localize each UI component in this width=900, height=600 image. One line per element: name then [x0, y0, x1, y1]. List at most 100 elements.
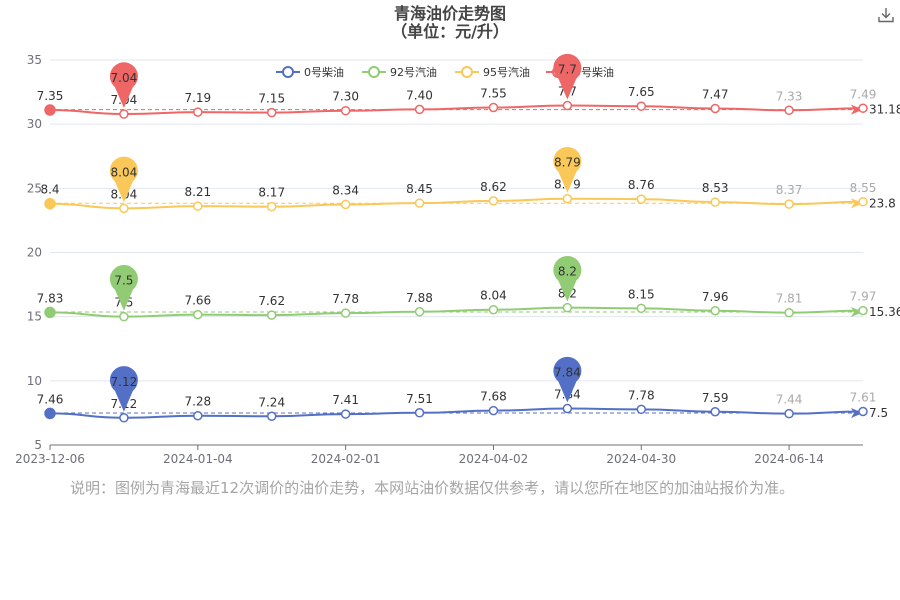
data-point — [193, 410, 203, 421]
average-arrow — [851, 306, 863, 317]
extremum-pin: 8.04 — [109, 156, 138, 203]
series-line — [49, 306, 864, 318]
data-label: 7.44 — [776, 393, 803, 407]
data-point — [488, 196, 499, 206]
data-label: 7.97 — [850, 290, 877, 304]
data-label: 7.65 — [628, 85, 655, 99]
average-label: 15.36 — [869, 305, 900, 319]
data-point — [414, 307, 425, 317]
pin-label: 7.7 — [558, 63, 577, 77]
extremum-pin: 7.84 — [553, 356, 582, 403]
data-label: 8.62 — [480, 180, 507, 194]
data-point — [710, 197, 720, 207]
data-label: 7.55 — [480, 86, 507, 100]
data-point — [119, 109, 129, 119]
data-point — [266, 310, 277, 320]
y-tick-label: 10 — [27, 374, 42, 388]
legend-label: 95号汽油 — [483, 65, 530, 79]
legend-marker — [368, 66, 380, 78]
data-label: 7.81 — [776, 292, 803, 306]
data-point — [562, 302, 573, 313]
average-arrow — [851, 104, 863, 115]
series-line — [49, 407, 864, 419]
data-point — [710, 407, 720, 417]
legend-marker — [282, 66, 294, 78]
data-point — [636, 101, 647, 111]
data-point — [710, 103, 720, 114]
legend-label: 92号汽油 — [390, 65, 437, 79]
data-label: 7.40 — [406, 88, 433, 102]
x-tick-label: 2024-02-01 — [311, 452, 381, 466]
data-point — [488, 102, 499, 113]
data-point — [562, 193, 573, 204]
pin-shape — [553, 147, 582, 193]
y-tick-label: 30 — [27, 117, 42, 131]
data-point — [340, 409, 351, 419]
extremum-pin: 8.79 — [553, 147, 582, 193]
data-label: 7.88 — [406, 291, 433, 305]
x-tick-label: 2024-04-02 — [459, 452, 529, 466]
data-point — [266, 201, 277, 212]
legend-marker — [461, 66, 473, 78]
pin-label: 7.84 — [554, 366, 581, 380]
data-label: 7.78 — [628, 388, 655, 402]
pin-label: 7.5 — [114, 274, 133, 288]
data-label: 8.37 — [776, 183, 803, 197]
data-label: 8.45 — [406, 182, 433, 196]
average-arrow — [851, 407, 863, 418]
pin-shape — [553, 53, 582, 100]
series-line — [49, 197, 864, 210]
extremum-pin: 8.2 — [553, 255, 582, 302]
data-point — [784, 199, 794, 209]
data-point — [414, 198, 425, 208]
data-label: 8.04 — [480, 289, 507, 303]
data-label: 7.47 — [702, 88, 729, 102]
chart-subtitle: （单位：元/升） — [391, 22, 509, 41]
data-label: 7.19 — [184, 91, 211, 105]
data-label: 7.46 — [37, 392, 64, 406]
data-label: 8.76 — [628, 178, 655, 192]
y-tick-label: 25 — [27, 181, 42, 195]
data-point — [414, 408, 425, 418]
data-label: 7.41 — [332, 393, 359, 407]
data-point — [44, 104, 56, 116]
extremum-pin: 7.7 — [553, 53, 582, 100]
data-point — [562, 403, 573, 414]
data-point — [266, 411, 277, 422]
average-arrow — [851, 198, 863, 209]
y-tick-label: 35 — [27, 53, 42, 67]
data-label: 7.59 — [702, 391, 729, 405]
download-icon[interactable] — [877, 6, 895, 24]
data-point — [119, 203, 129, 214]
data-label: 7.96 — [702, 290, 729, 304]
data-label: 7.49 — [850, 87, 877, 101]
data-point — [119, 311, 129, 322]
data-point — [784, 105, 794, 116]
average-label: 31.18 — [869, 103, 900, 117]
data-point — [414, 104, 425, 115]
y-tick-label: 20 — [27, 246, 42, 260]
data-point — [193, 107, 203, 117]
chart-title: 青海油价走势图 — [393, 4, 506, 23]
legend-label: 0号柴油 — [574, 65, 614, 79]
data-label: 7.33 — [776, 89, 803, 103]
data-label: 7.28 — [184, 395, 211, 409]
data-label: 7.66 — [184, 294, 211, 308]
data-point — [858, 197, 868, 207]
y-tick-label: 5 — [34, 438, 42, 452]
pin-label: 8.04 — [111, 165, 138, 179]
x-tick-label: 2024-06-14 — [754, 452, 824, 466]
data-label: 8.21 — [184, 185, 211, 199]
line-chart: 5 10 15 20 25 30 35 2023-12-06 2024-01-04 2024-02… — [15, 53, 900, 466]
pin-shape — [553, 356, 582, 403]
data-point — [193, 309, 203, 320]
data-label: 8.17 — [258, 186, 285, 200]
average-label: 23.8 — [869, 196, 896, 210]
extremum-pin: 7.04 — [109, 62, 138, 109]
data-label: 8.34 — [332, 184, 359, 198]
pin-shape — [109, 366, 138, 412]
data-point — [636, 194, 647, 204]
data-label: 7.24 — [258, 395, 285, 409]
data-point — [784, 307, 794, 318]
pin-shape — [553, 255, 582, 302]
